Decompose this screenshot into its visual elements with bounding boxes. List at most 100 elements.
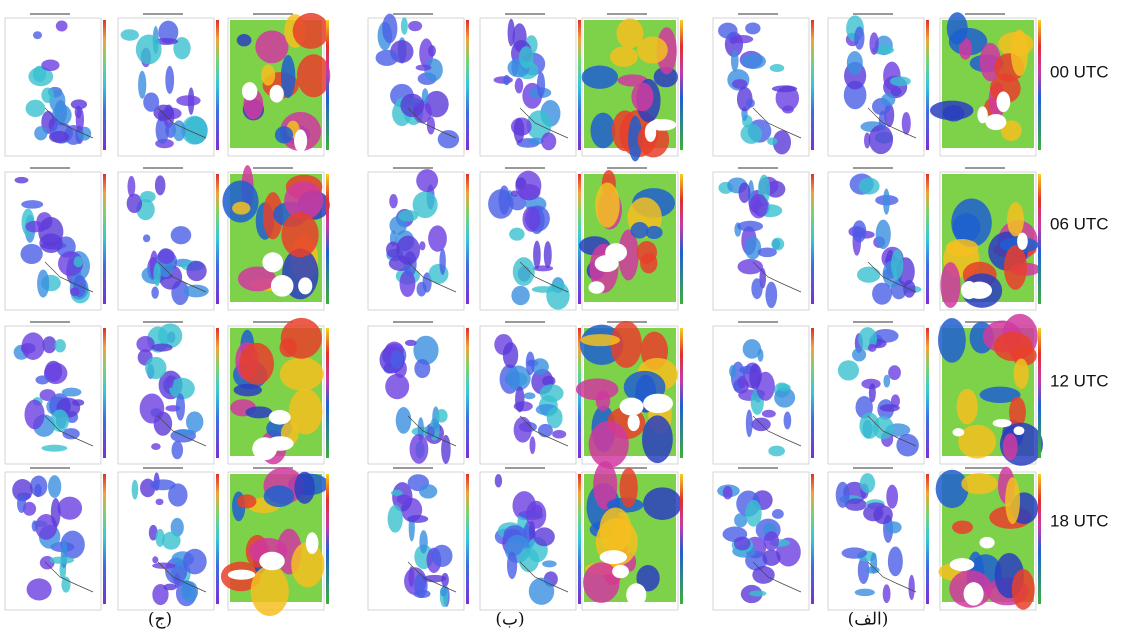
field-contour	[643, 487, 682, 520]
precip-blob	[891, 250, 903, 280]
field-gap	[643, 394, 673, 413]
precip-blob	[26, 100, 46, 117]
panel-header	[853, 467, 893, 469]
precip-blob	[51, 498, 61, 527]
precip-blob	[836, 482, 850, 508]
field-contour	[961, 473, 997, 494]
map-panel	[713, 321, 814, 464]
precip-blob	[33, 31, 42, 39]
precip-blob	[54, 339, 65, 352]
field-contour	[232, 202, 250, 215]
field-contour	[251, 566, 289, 616]
precip-blob	[529, 578, 554, 605]
row-label: 18 UTC	[1050, 511, 1109, 530]
field-contour	[940, 262, 960, 308]
precip-blob	[184, 285, 209, 298]
precip-blob	[542, 560, 557, 567]
precip-blob	[436, 409, 448, 423]
precip-blob	[852, 220, 866, 242]
precip-blob	[72, 399, 84, 406]
field-contour	[640, 253, 657, 273]
precip-blob	[56, 20, 68, 31]
precip-blob	[767, 137, 777, 145]
precip-blob	[734, 513, 747, 527]
field-contour	[293, 13, 329, 49]
group-label: (ب)	[495, 610, 524, 630]
field-gap	[993, 419, 1012, 427]
map-panel	[480, 167, 581, 310]
colorbar	[578, 474, 581, 604]
map-panel	[582, 461, 683, 610]
precip-blob	[772, 509, 784, 519]
precip-blob	[49, 556, 74, 563]
precip-blob	[745, 500, 761, 527]
precip-blob	[777, 384, 790, 392]
precip-blob	[49, 131, 69, 143]
map-panel	[936, 467, 1041, 610]
precip-blob	[740, 124, 762, 144]
precip-blob	[39, 233, 62, 253]
precip-blob	[397, 495, 411, 505]
precip-blob	[37, 269, 49, 297]
field-contour	[610, 321, 642, 368]
field-contour	[255, 30, 288, 63]
field-gap	[612, 565, 629, 578]
colorbar	[326, 328, 329, 458]
panel-header	[965, 167, 1005, 169]
field-gap	[259, 552, 284, 571]
precip-blob	[526, 351, 535, 375]
field-contour	[239, 343, 274, 385]
precip-blob	[32, 520, 38, 531]
row-label: 00 UTC	[1050, 62, 1109, 81]
field-contour	[1004, 245, 1027, 290]
panel-header	[393, 167, 433, 169]
map-panel	[118, 13, 219, 156]
panel-header	[853, 321, 893, 323]
field-contour	[580, 334, 620, 346]
field-contour	[261, 64, 275, 85]
field-contour	[620, 468, 638, 508]
precip-blob	[61, 576, 70, 592]
map-panel	[118, 167, 219, 310]
row-label: 06 UTC	[1050, 214, 1109, 233]
field-contour	[1011, 30, 1028, 76]
precip-blob	[902, 112, 911, 135]
precip-blob	[886, 521, 902, 533]
precip-blob	[855, 589, 875, 597]
colorbar	[216, 474, 219, 604]
precip-blob	[743, 339, 761, 359]
panel-header	[143, 167, 183, 169]
field-gap	[270, 85, 284, 103]
precip-blob	[167, 375, 174, 388]
map-panel	[828, 13, 929, 156]
precip-blob	[541, 132, 556, 150]
colorbar	[926, 474, 929, 604]
precip-blob	[74, 256, 83, 267]
precip-blob	[136, 336, 154, 352]
field-gap	[600, 550, 627, 564]
colorbar	[811, 174, 814, 304]
map-panel	[5, 321, 106, 464]
panel-header	[738, 467, 778, 469]
field-contour	[936, 470, 969, 508]
precip-blob	[867, 502, 885, 509]
precip-blob	[419, 530, 427, 554]
panel-header	[393, 321, 433, 323]
precip-blob	[70, 287, 80, 296]
precip-blob	[140, 191, 156, 202]
panel-header	[505, 467, 545, 469]
precip-blob	[718, 23, 738, 39]
precip-blob	[731, 50, 739, 71]
field-contour	[943, 105, 965, 121]
precip-blob	[41, 88, 54, 103]
precip-blob	[431, 545, 452, 567]
precip-blob	[883, 62, 901, 91]
field-contour	[591, 113, 616, 149]
precip-blob	[183, 549, 207, 575]
field-gap	[961, 281, 977, 299]
field-gap	[242, 82, 257, 100]
precip-blob	[762, 410, 776, 418]
precip-blob	[872, 283, 892, 305]
precip-blob	[883, 375, 890, 388]
colorbar	[811, 328, 814, 458]
